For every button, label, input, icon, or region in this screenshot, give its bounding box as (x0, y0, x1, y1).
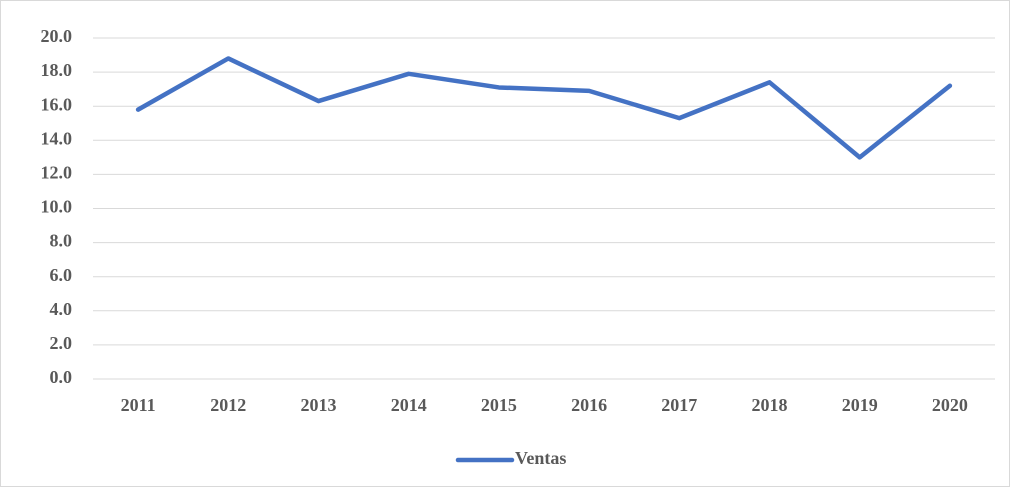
y-tick-label: 6.0 (50, 265, 73, 285)
legend-label: Ventas (515, 448, 566, 468)
x-tick-label: 2014 (391, 395, 427, 415)
x-tick-label: 2019 (842, 395, 878, 415)
y-tick-label: 18.0 (41, 60, 73, 80)
x-tick-label: 2011 (121, 395, 156, 415)
y-tick-label: 16.0 (41, 94, 73, 114)
y-tick-label: 10.0 (41, 197, 73, 217)
line-series (135, 56, 953, 160)
y-tick-label: 12.0 (41, 163, 73, 183)
y-tick-label: 20.0 (41, 26, 73, 46)
x-tick-label: 2020 (932, 395, 968, 415)
y-tick-label: 4.0 (50, 299, 73, 319)
x-tick-label: 2015 (481, 395, 517, 415)
x-tick-label: 2013 (301, 395, 337, 415)
x-tick-label: 2016 (571, 395, 607, 415)
x-tick-label: 2018 (752, 395, 788, 415)
y-tick-label: 14.0 (41, 128, 73, 148)
y-tick-label: 8.0 (50, 231, 73, 251)
y-tick-label: 0.0 (50, 367, 73, 387)
y-tick-label: 2.0 (50, 333, 73, 353)
x-tick-label: 2017 (661, 395, 697, 415)
x-tick-label: 2012 (210, 395, 246, 415)
